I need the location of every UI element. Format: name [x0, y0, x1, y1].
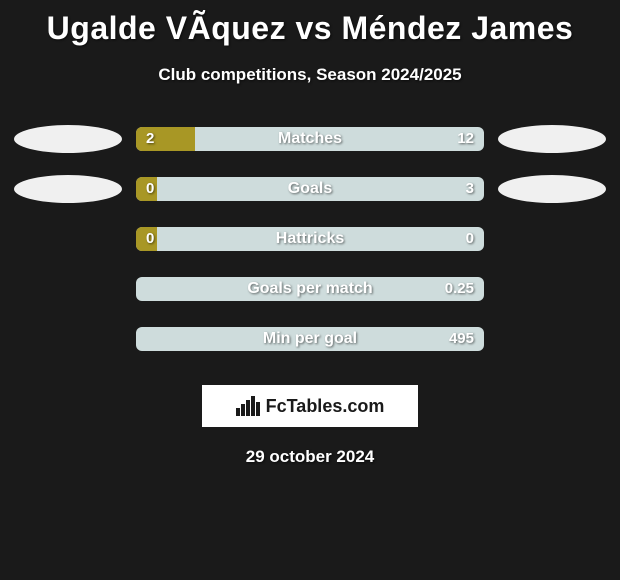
player-right-avatar-placeholder: [498, 125, 606, 153]
stat-row: 2 Matches 12: [0, 125, 620, 153]
comparison-subtitle: Club competitions, Season 2024/2025: [158, 65, 461, 85]
snapshot-date: 29 october 2024: [246, 447, 375, 467]
stat-row: 0 Goals 3: [0, 175, 620, 203]
spacer: [498, 275, 606, 303]
stat-label: Matches: [278, 127, 342, 151]
stat-row: Min per goal 495: [0, 325, 620, 353]
stat-label: Min per goal: [263, 327, 357, 351]
player-left-avatar-placeholder: [14, 175, 122, 203]
fctables-logo[interactable]: FcTables.com: [202, 385, 418, 427]
stat-left-value: 0: [146, 227, 154, 251]
spacer: [14, 275, 122, 303]
stat-right-value: 495: [449, 327, 474, 351]
comparison-title: Ugalde VÃquez vs Méndez James: [47, 10, 574, 47]
stat-right-value: 0: [466, 227, 474, 251]
spacer: [498, 225, 606, 253]
stat-label: Goals per match: [247, 277, 372, 301]
stat-rows: 2 Matches 12 0 Goals 3 0 Hattricks 0 Goals per ma…: [0, 125, 620, 375]
stat-row: Goals per match 0.25: [0, 275, 620, 303]
stat-bar: Min per goal 495: [136, 327, 484, 351]
stat-bar: 0 Hattricks 0: [136, 227, 484, 251]
stat-label: Goals: [288, 177, 332, 201]
player-right-avatar-placeholder: [498, 175, 606, 203]
stat-row: 0 Hattricks 0: [0, 225, 620, 253]
stat-bar: 2 Matches 12: [136, 127, 484, 151]
player-left-avatar-placeholder: [14, 125, 122, 153]
bar-chart-icon: [236, 396, 260, 416]
stat-bar: Goals per match 0.25: [136, 277, 484, 301]
stat-bar: 0 Goals 3: [136, 177, 484, 201]
logo-text: FcTables.com: [266, 396, 385, 417]
stat-bar-left-fill: [136, 127, 195, 151]
spacer: [14, 225, 122, 253]
stat-left-value: 0: [146, 177, 154, 201]
stat-left-value: 2: [146, 127, 154, 151]
stat-right-value: 0.25: [445, 277, 474, 301]
spacer: [498, 325, 606, 353]
stat-right-value: 12: [457, 127, 474, 151]
stat-label: Hattricks: [276, 227, 344, 251]
stat-right-value: 3: [466, 177, 474, 201]
spacer: [14, 325, 122, 353]
